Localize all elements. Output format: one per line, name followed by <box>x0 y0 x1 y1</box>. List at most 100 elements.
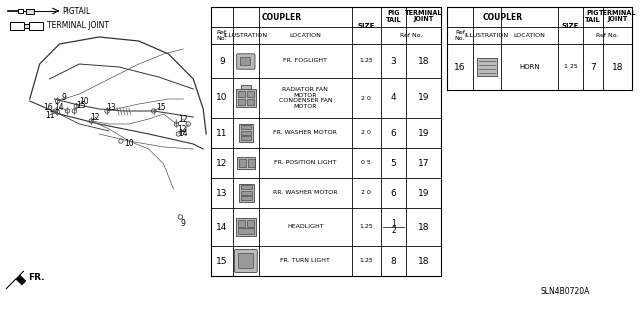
Text: 19: 19 <box>418 189 429 197</box>
Bar <box>247 99 254 105</box>
Text: 19: 19 <box>418 129 429 137</box>
Bar <box>10 22 24 30</box>
Bar <box>237 157 255 169</box>
Text: COUPLER: COUPLER <box>262 12 301 21</box>
Text: 9: 9 <box>219 56 225 65</box>
Bar <box>236 89 256 107</box>
Text: 1.25: 1.25 <box>360 258 373 263</box>
Bar <box>239 159 246 167</box>
FancyBboxPatch shape <box>237 54 255 69</box>
Text: FR. POSITION LIGHT: FR. POSITION LIGHT <box>274 160 337 166</box>
Text: 15: 15 <box>216 256 228 265</box>
Bar <box>241 185 252 189</box>
Bar <box>241 136 251 140</box>
Text: 8: 8 <box>390 256 396 265</box>
Text: RADIATOR FAN
MOTOR
CONDENSER FAN
MOTOR: RADIATOR FAN MOTOR CONDENSER FAN MOTOR <box>278 87 332 109</box>
Text: Ref No.: Ref No. <box>399 33 422 38</box>
Text: 6: 6 <box>390 129 396 137</box>
Text: PIGTAIL: PIGTAIL <box>63 6 91 16</box>
Text: SLN4B0720A: SLN4B0720A <box>540 286 589 295</box>
Text: 14: 14 <box>54 102 64 112</box>
FancyBboxPatch shape <box>234 249 257 272</box>
Bar <box>247 91 254 97</box>
Text: 18: 18 <box>418 222 429 232</box>
Text: Ref No.: Ref No. <box>596 33 619 38</box>
Text: 18: 18 <box>612 63 623 71</box>
Text: 1 25: 1 25 <box>564 64 577 70</box>
Bar <box>247 220 254 227</box>
Bar <box>477 58 497 76</box>
Text: 5: 5 <box>390 159 396 167</box>
Text: 10: 10 <box>79 97 89 106</box>
Text: FR. WASHER MOTOR: FR. WASHER MOTOR <box>273 130 337 136</box>
Bar <box>241 190 252 195</box>
Bar <box>241 85 251 89</box>
Text: SIZE: SIZE <box>358 23 375 28</box>
Text: 10: 10 <box>216 93 228 102</box>
Bar <box>248 159 255 167</box>
Text: 9: 9 <box>61 93 66 101</box>
Text: HEADLIGHT: HEADLIGHT <box>287 225 324 229</box>
Text: 11: 11 <box>216 129 228 137</box>
Text: FR. TURN LIGHT: FR. TURN LIGHT <box>280 258 330 263</box>
Text: 2 0: 2 0 <box>362 190 371 196</box>
Bar <box>241 196 252 200</box>
Text: SIZE: SIZE <box>562 23 579 28</box>
Text: ILLUSTRATION: ILLUSTRATION <box>224 33 268 38</box>
Text: 19: 19 <box>418 93 429 102</box>
Text: 1: 1 <box>391 219 396 228</box>
FancyBboxPatch shape <box>239 254 253 269</box>
Text: PIG
TAIL: PIG TAIL <box>386 10 401 23</box>
Text: 2 0: 2 0 <box>362 95 371 100</box>
Bar <box>24 24 29 28</box>
Text: 11: 11 <box>45 110 54 120</box>
Text: 1.25: 1.25 <box>360 225 373 229</box>
Text: HORN: HORN <box>519 64 540 70</box>
Text: 15: 15 <box>156 102 165 112</box>
Text: Ref.
No.: Ref. No. <box>216 30 228 41</box>
Text: TERMINAL
JOINT: TERMINAL JOINT <box>599 10 636 23</box>
Text: 4: 4 <box>391 93 396 102</box>
Text: 7: 7 <box>590 63 596 71</box>
Text: 13: 13 <box>216 189 228 197</box>
Bar <box>238 99 245 105</box>
Bar <box>238 228 254 234</box>
Text: 18: 18 <box>418 256 429 265</box>
Text: 2: 2 <box>391 226 396 235</box>
Text: 12: 12 <box>90 113 100 122</box>
Text: 1.25: 1.25 <box>360 58 373 63</box>
Text: LOCATION: LOCATION <box>289 33 321 38</box>
Text: 17: 17 <box>418 159 429 167</box>
Text: 16: 16 <box>43 103 52 113</box>
Text: 12: 12 <box>179 115 188 123</box>
Text: 0 5: 0 5 <box>362 160 371 166</box>
Text: ILLUSTRATION: ILLUSTRATION <box>465 33 509 38</box>
Bar <box>26 9 34 13</box>
Text: 10: 10 <box>124 139 134 149</box>
FancyBboxPatch shape <box>241 57 250 65</box>
Text: 14: 14 <box>179 130 188 138</box>
Text: RR. WASHER MOTOR: RR. WASHER MOTOR <box>273 190 337 196</box>
Text: COUPLER: COUPLER <box>483 12 523 21</box>
Text: LOCATION: LOCATION <box>513 33 545 38</box>
Text: 18: 18 <box>418 56 429 65</box>
Text: 16: 16 <box>454 63 466 71</box>
Text: Ref
No.: Ref No. <box>454 30 465 41</box>
Text: 13: 13 <box>106 102 116 112</box>
Bar <box>29 22 43 30</box>
Text: 9: 9 <box>181 219 186 227</box>
Text: 12: 12 <box>216 159 228 167</box>
Bar <box>238 91 245 97</box>
Bar <box>236 218 256 236</box>
Text: PIG
TAIL: PIG TAIL <box>585 10 600 23</box>
Bar <box>238 220 245 227</box>
Text: 14: 14 <box>216 222 228 232</box>
Text: 15: 15 <box>76 100 86 109</box>
Bar <box>239 184 254 202</box>
Bar <box>239 124 253 142</box>
Polygon shape <box>6 271 26 289</box>
Text: 12: 12 <box>178 125 187 135</box>
Text: 6: 6 <box>390 189 396 197</box>
Text: TERMINAL JOINT: TERMINAL JOINT <box>47 21 109 31</box>
Text: FR.: FR. <box>28 272 44 281</box>
